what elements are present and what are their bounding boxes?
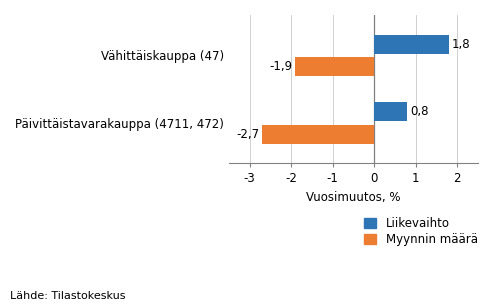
Text: -1,9: -1,9 [270,60,293,73]
Text: Lähde: Tilastokeskus: Lähde: Tilastokeskus [10,291,125,301]
Bar [374,35,449,54]
Text: 0,8: 0,8 [410,105,428,118]
Bar [295,57,374,76]
Text: 1,8: 1,8 [452,38,470,51]
Bar [374,102,407,121]
X-axis label: Vuosimuutos, %: Vuosimuutos, % [306,191,401,204]
Legend: Liikevaihto, Myynnin määrä: Liikevaihto, Myynnin määrä [364,217,478,247]
Bar [262,125,374,143]
Text: -2,7: -2,7 [236,128,259,140]
